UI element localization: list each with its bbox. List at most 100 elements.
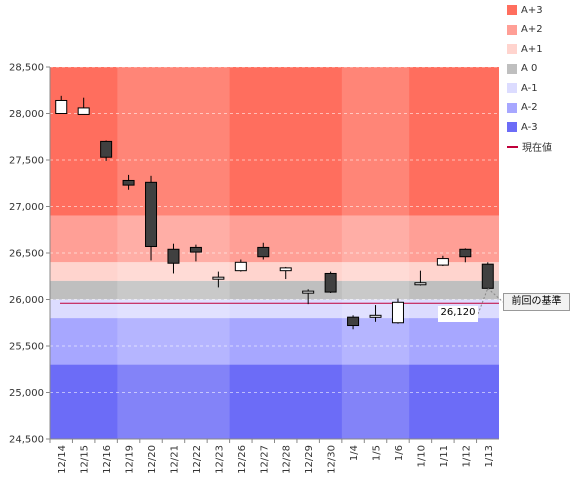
candle-1/13 [481,262,494,290]
candle-1/10 [414,270,427,286]
x-tick-label: 12/19 [125,445,136,474]
candle-1/12 [459,248,472,263]
x-tick-label: 12/22 [192,445,203,474]
candle-12/27 [257,242,270,260]
candle-12/14 [55,95,68,115]
candle-1/11 [436,255,449,267]
x-tick-label: 1/11 [439,445,450,467]
candle-body [347,316,360,327]
x-tick-label: 1/5 [372,445,383,461]
band-Aplus3 [50,67,499,216]
candle-12/21 [167,243,180,274]
x-tick-label: 12/16 [102,445,113,474]
legend-item: A-1 [507,80,538,96]
y-tick-label: 25,500 [9,342,44,353]
candle-body [234,261,247,272]
legend-swatch [507,44,517,54]
legend-item: A+2 [507,22,543,38]
annotation-connector [477,288,489,315]
legend-item: A+3 [507,2,543,18]
legend-swatch [507,83,517,93]
candle-body [145,181,158,247]
x-tick-label: 12/26 [237,445,248,474]
candle-12/22 [189,244,202,262]
legend-swatch [507,102,517,113]
legend-label: A+1 [521,43,543,55]
y-tick-label: 26,000 [9,295,44,306]
x-tick-label: 12/14 [57,445,68,474]
candle-body [55,99,68,115]
legend-label: 現在値 [522,143,552,154]
band-Aminus2 [50,318,499,365]
y-tick-label: 28,500 [9,63,44,74]
x-tick-label: 1/4 [349,445,360,461]
annotation-value-box: 26,120 [438,306,478,322]
annotation-connector [487,287,504,303]
x-tick-label: 1/10 [416,445,427,467]
candle-12/19 [122,174,135,190]
legend-swatch [507,63,517,74]
legend-label: A+2 [521,24,543,35]
candle-body [481,263,494,289]
candle-1/5 [369,305,382,322]
annotation-value: 26,120 [440,307,476,318]
candle-body [100,140,113,158]
y-tick-label: 28,000 [9,109,44,120]
x-tick-label: 12/28 [282,445,293,474]
legend-label: A 0 [521,63,538,74]
legend-label: A+3 [521,4,543,16]
legend-item: A-2 [507,100,538,116]
x-tick-label: 12/27 [259,445,270,474]
x-tick-label: 1/13 [484,445,495,467]
annotation-layer [477,287,504,315]
band-A0 [50,280,499,300]
candle-12/30 [324,271,337,293]
legend-item: A+1 [507,41,543,57]
candle-body [369,314,382,318]
band-Aplus1 [50,262,499,281]
candle-body [189,246,202,253]
candle-body [414,282,427,286]
x-tick-label: 12/23 [214,445,225,474]
candle-12/16 [100,140,113,161]
x-tick-label: 12/21 [169,445,180,474]
y-tick-label: 27,500 [9,156,44,167]
x-tick-label: 12/20 [147,445,158,474]
y-tick-label: 26,500 [9,249,44,260]
x-tick-label: 12/30 [327,445,338,474]
x-tick-label: 1/6 [394,445,405,461]
candle-body [279,267,292,272]
annotation-label: 前回の基準 [511,296,562,307]
legend-swatch [507,5,517,15]
candle-body [212,276,225,280]
band-layer [50,67,499,439]
x-tick-label: 1/12 [461,445,472,467]
candle-12/23 [212,271,225,288]
x-tick-label: 12/15 [80,445,91,474]
legend-item: 現在値 [507,139,552,155]
legend-item: A 0 [507,61,537,77]
candle-body [302,290,315,294]
candle-1/6 [391,298,404,324]
legend-item: A-3 [507,119,538,135]
candles-layer [55,95,494,330]
band-Aminus1 [50,299,499,319]
legend-swatch [507,24,517,35]
candle-body [257,246,270,258]
candle-body [436,258,449,266]
y-tick-label: 27,000 [9,202,44,213]
candle-12/20 [145,175,158,261]
band-Aminus3 [50,364,499,439]
band-Aplus2 [50,215,499,263]
candle-body [167,248,180,264]
x-tick-label: 12/29 [304,445,315,474]
candle-body [77,107,90,115]
candle-12/29 [302,289,315,305]
candle-body [324,272,337,293]
candle-12/15 [77,97,90,115]
axis-layer: 24,500 25,000 25,500 26,000 26,500 27,000 27,5… [9,63,499,474]
y-tick-label: 24,500 [9,435,44,446]
candle-1/4 [347,315,360,330]
candle-body [391,301,404,324]
